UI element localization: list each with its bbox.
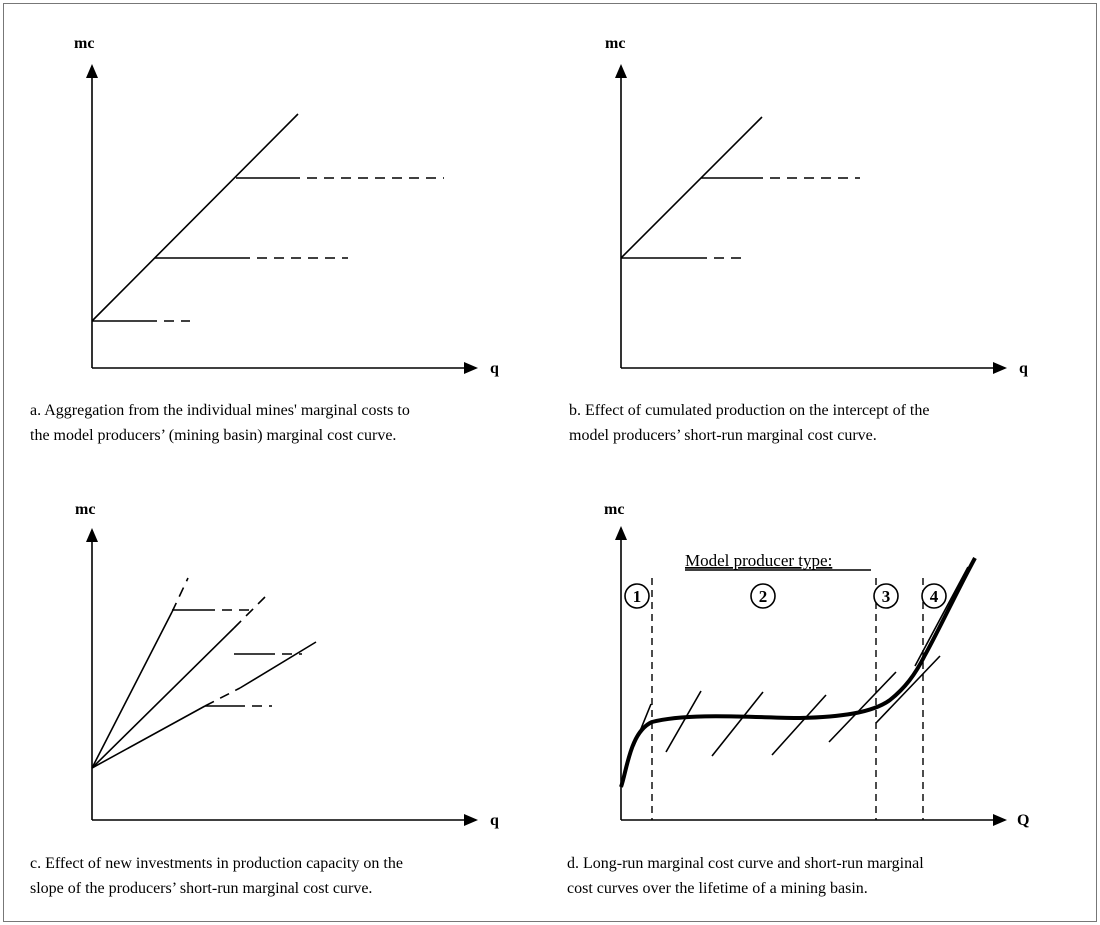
panel-d: mc Q Model producer type: 1 2 3 4 <box>604 501 1029 829</box>
panel-a-caption: a. Aggregation from the individual mines… <box>30 398 410 448</box>
producer-type-label-2: 2 <box>759 587 768 606</box>
panel-d-caption-line2: cost curves over the lifetime of a minin… <box>567 880 868 897</box>
panel-d-srmc-4 <box>771 694 827 756</box>
panel-a-caption-line1: a. Aggregation from the individual mines… <box>30 402 410 419</box>
panel-c-middle-line <box>91 627 235 769</box>
panel-d-srmc-6 <box>875 655 941 724</box>
figure-frame <box>3 3 1097 922</box>
panel-c-caption: c. Effect of new investments in producti… <box>30 851 403 901</box>
panel-b: mc q <box>605 35 1028 377</box>
producer-type-label-3: 3 <box>882 587 891 606</box>
panel-a-caption-line2: the model producers’ (mining basin) marg… <box>30 427 397 444</box>
panel-a-x-label: q <box>490 360 499 377</box>
panel-d-srmc-7 <box>914 566 969 667</box>
panel-d-lrmc-curve <box>619 557 977 788</box>
producer-type-marker-1: 1 <box>624 583 650 609</box>
panel-d-x-label: Q <box>1017 812 1029 829</box>
panel-c-x-label: q <box>490 812 499 829</box>
producer-type-label-4: 4 <box>930 587 939 606</box>
producer-type-label-1: 1 <box>633 587 642 606</box>
panel-c-flat-gap <box>204 687 241 707</box>
panel-c-y-label: mc <box>75 501 95 518</box>
panel-d-srmc-3 <box>711 691 764 757</box>
producer-type-marker-2: 2 <box>750 583 776 609</box>
panel-c-steep-extension <box>171 577 189 613</box>
panel-a-aggregate-mc-line <box>91 113 299 322</box>
panel-b-caption: b. Effect of cumulated production on the… <box>569 398 929 448</box>
panel-c: mc q <box>75 501 499 829</box>
panel-c-caption-line1: c. Effect of new investments in producti… <box>30 855 403 872</box>
panel-c-steep-line <box>91 611 173 769</box>
panel-c-caption-line2: slope of the producers’ short-run margin… <box>30 880 373 897</box>
panel-b-caption-line2: model producers’ short-run marginal cost… <box>569 427 877 444</box>
panel-d-srmc-2 <box>665 690 702 753</box>
panel-d-caption: d. Long-run marginal cost curve and shor… <box>567 851 924 901</box>
panel-d-srmc-5 <box>828 671 897 743</box>
panel-d-y-label: mc <box>604 501 624 518</box>
panel-b-mc-line <box>620 116 763 259</box>
panel-a-y-label: mc <box>74 35 94 52</box>
panel-a: mc q <box>74 35 499 377</box>
panel-c-flat-line-b <box>239 641 317 689</box>
panel-d-caption-line1: d. Long-run marginal cost curve and shor… <box>567 855 924 872</box>
producer-type-marker-3: 3 <box>873 583 899 609</box>
panel-c-middle-extension <box>233 596 266 629</box>
panel-c-flat-line-a <box>91 705 206 769</box>
panel-b-x-label: q <box>1019 360 1028 377</box>
producer-type-marker-4: 4 <box>921 583 947 609</box>
panel-d-heading: Model producer type: <box>685 551 832 570</box>
panel-b-caption-line1: b. Effect of cumulated production on the… <box>569 402 930 419</box>
panel-b-y-label: mc <box>605 35 625 52</box>
